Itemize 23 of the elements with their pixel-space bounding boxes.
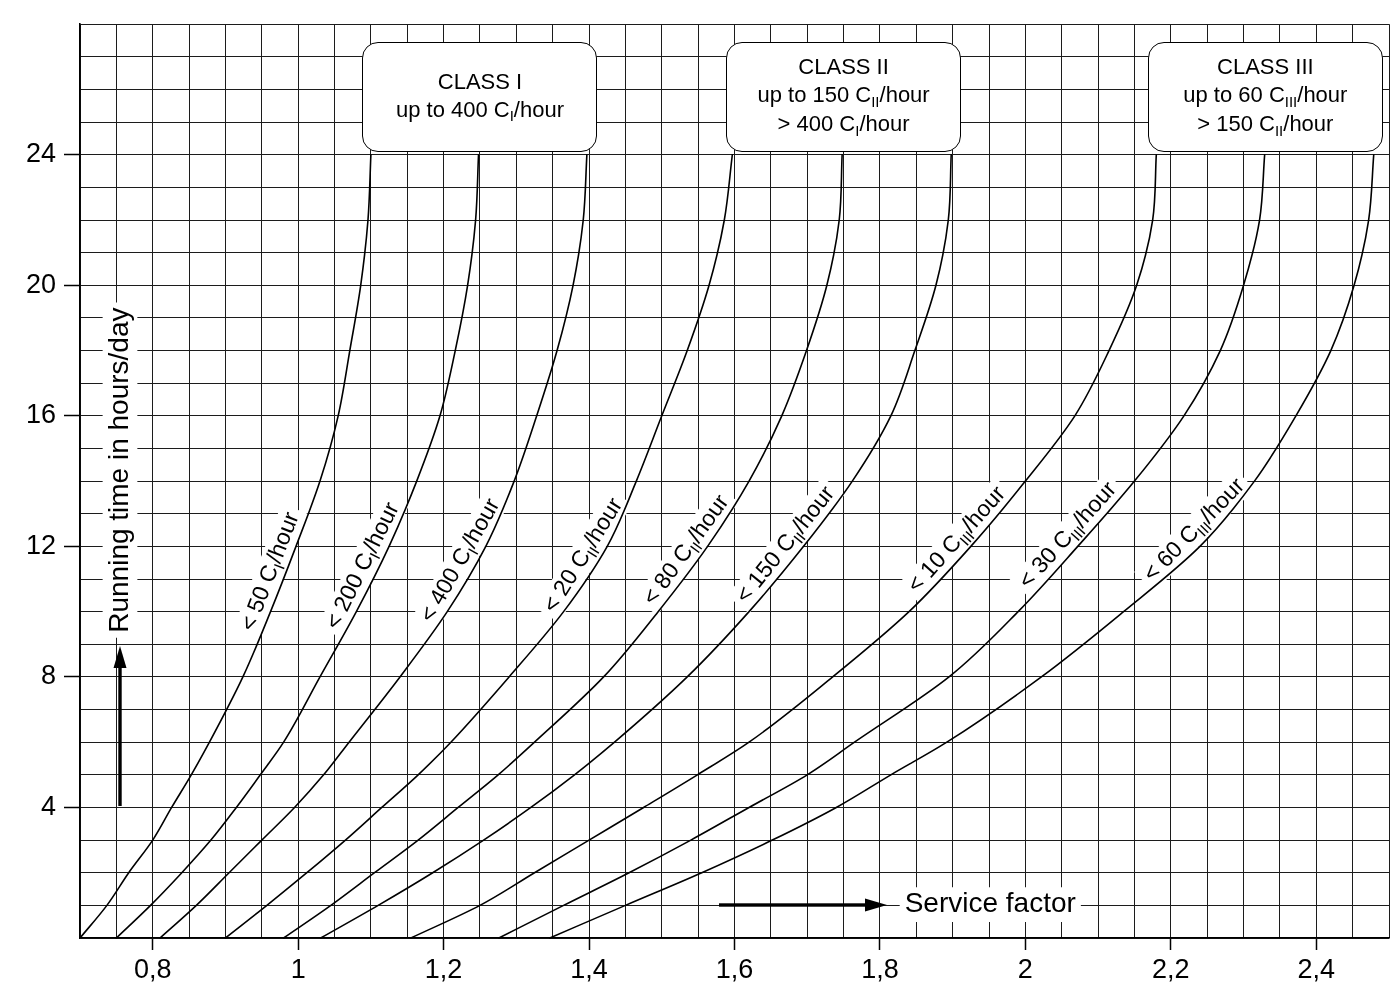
x-tick-label: 2,2 <box>1152 953 1190 984</box>
x-tick-label: 0,8 <box>133 953 172 984</box>
annotation: CLASS I up to 400 C$_{I}$/hour <box>395 67 564 125</box>
y-tick-label: 8 <box>40 660 56 691</box>
y-tick-label: 24 <box>25 138 56 169</box>
x-tick-label: 1,6 <box>715 953 754 984</box>
x-axis-title: Service factor <box>904 887 1076 919</box>
x-tick-label: 1,2 <box>424 953 463 984</box>
x-tick-label: 1 <box>290 953 306 984</box>
x-tick-label: 2 <box>1017 953 1033 984</box>
x-tick-label: 1,8 <box>861 953 899 984</box>
y-axis-title: Running time in hours/day <box>102 307 134 633</box>
x-tick-label: 1,4 <box>570 953 608 984</box>
text: < 200 CI/hour <box>319 497 404 633</box>
text: < 400 CI/hour <box>413 493 505 627</box>
y-tick-label: 4 <box>40 790 56 821</box>
y-tick-label: 12 <box>25 529 56 560</box>
text: < 50 CI/hour <box>234 507 304 635</box>
x-tick-label: 2,4 <box>1297 953 1336 984</box>
annotation: CLASS II up to 150 C$_{II}$/hour > 400 C$_{I}$/hour <box>757 53 930 139</box>
y-tick-label: 16 <box>25 399 56 430</box>
annotation: CLASS III up to 60 C$_{III}$/hour > 150 C$_{II}$/hour <box>1183 53 1348 139</box>
y-tick-label: 20 <box>25 268 56 299</box>
